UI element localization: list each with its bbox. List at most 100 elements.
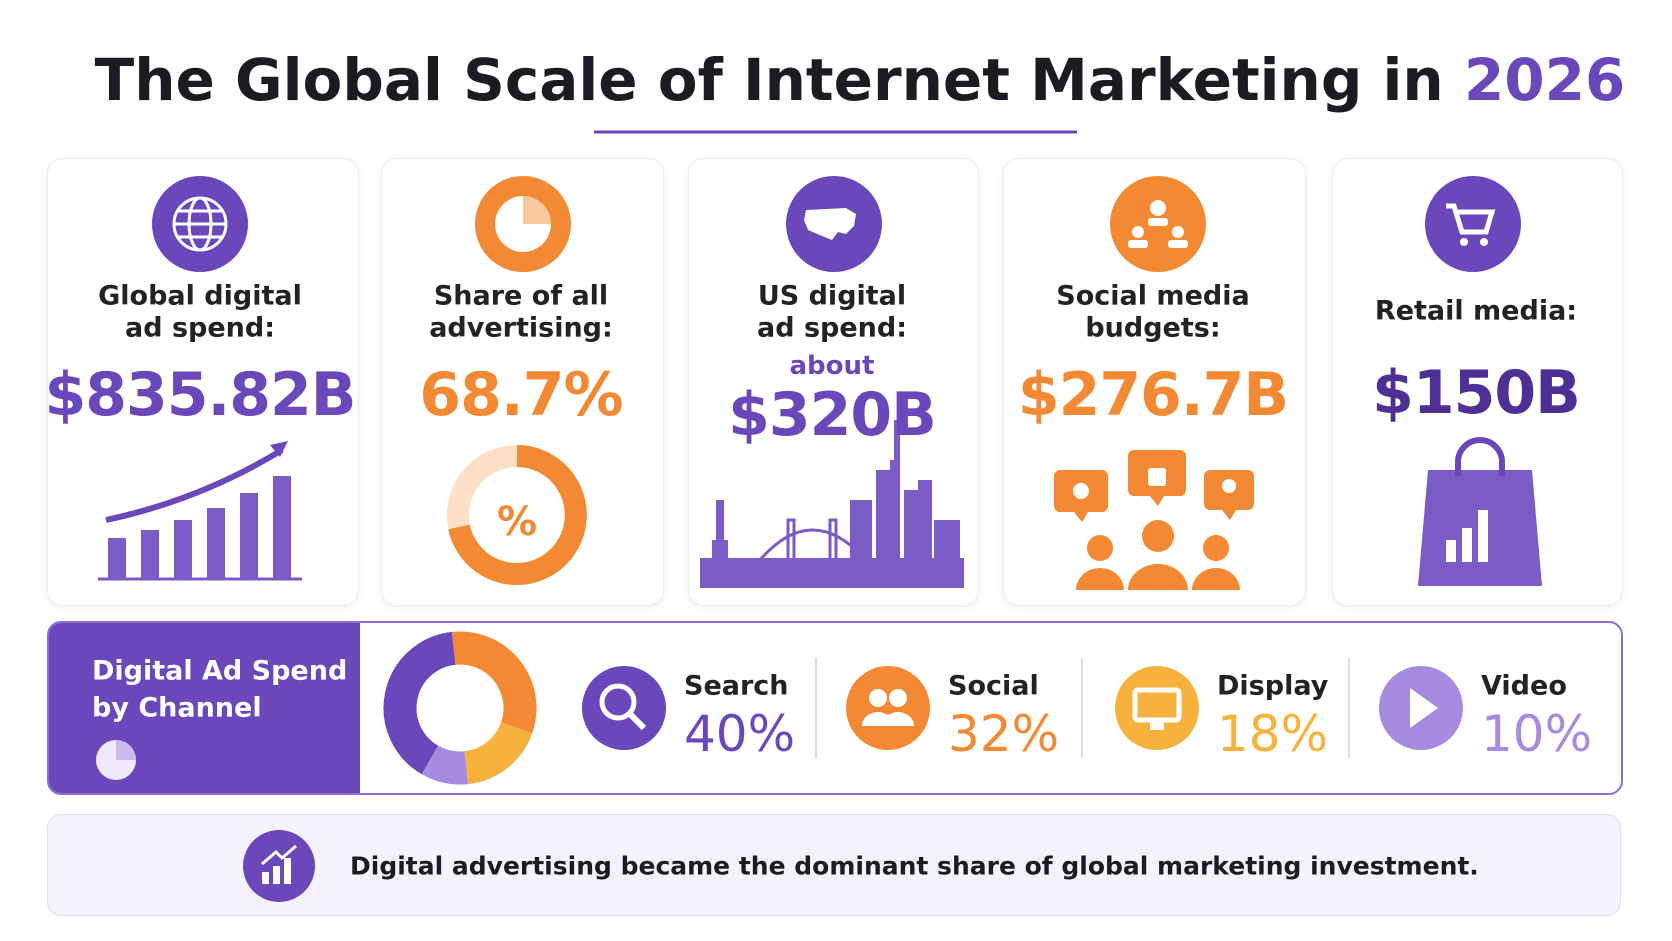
channel-panel — [47, 621, 1623, 795]
card-value: $835.82B — [44, 360, 356, 430]
channel-name: Social — [948, 670, 1039, 702]
icon-shape — [869, 689, 887, 707]
icon-shape — [700, 420, 964, 588]
icon-shape — [1148, 468, 1166, 486]
card-qualifier: about — [789, 351, 875, 381]
card-label: Share of all — [433, 280, 609, 312]
icon-shape — [178, 209, 222, 239]
icon-shape — [270, 441, 288, 457]
card-label: ad spend: — [756, 312, 908, 344]
icon-shape — [862, 689, 914, 726]
icon-shape — [846, 666, 930, 750]
card-label: Global digital — [98, 280, 302, 312]
icon-shape — [116, 740, 136, 760]
donut-segment — [421, 745, 468, 785]
icon-shape — [1142, 520, 1174, 552]
icon-shape — [1192, 568, 1240, 590]
icon-shape — [1074, 512, 1088, 522]
icon-shape — [261, 844, 297, 866]
icon-shape — [1148, 218, 1168, 226]
card-value: $320B — [728, 380, 937, 450]
card-value: 68.7% — [419, 360, 623, 430]
icon-shape — [862, 712, 914, 726]
icon-shape — [1132, 687, 1182, 723]
icon-shape — [1128, 200, 1188, 248]
icon-shape — [599, 683, 637, 721]
card-value: $150B — [1372, 358, 1581, 428]
icon-shape — [1410, 688, 1438, 728]
channel-value: 40% — [684, 705, 796, 763]
icon-shape — [582, 666, 666, 750]
icon-shape — [141, 530, 159, 578]
icon-shape — [918, 480, 932, 560]
title-text: The Global Scale of Internet Marketing i… — [94, 46, 1444, 114]
icon-shape — [174, 520, 192, 578]
icon-shape — [1073, 468, 1236, 499]
channel-name: Display — [1217, 670, 1329, 702]
icon-shape — [448, 445, 587, 585]
icon-shape — [1073, 483, 1089, 499]
icon-shape — [1460, 238, 1468, 246]
channel-title: Digital Ad Spend — [92, 655, 348, 687]
title-year: 2026 — [1463, 46, 1626, 114]
icon-shape — [1480, 238, 1488, 246]
card-label: Retail media: — [1374, 295, 1578, 327]
title: The Global Scale of Internet Marketing i… — [95, 46, 1626, 114]
channel-title: by Channel — [92, 692, 262, 724]
channel-name: Search — [684, 670, 789, 702]
icon-shape — [850, 500, 872, 560]
icon-shape — [383, 631, 537, 785]
card-label: budgets: — [1085, 312, 1221, 344]
icon-shape — [1222, 510, 1236, 520]
icon-shape — [1425, 176, 1521, 272]
icon-shape — [273, 866, 280, 884]
icon-shape — [1128, 564, 1188, 590]
donut-segment — [463, 721, 533, 785]
icon-shape — [804, 208, 856, 240]
icon-shape — [284, 858, 291, 884]
card-value: $276.7B — [1017, 360, 1289, 430]
icon-shape — [1150, 200, 1166, 216]
channel-name: Video — [1481, 670, 1567, 702]
icon-shape — [1168, 240, 1188, 248]
icon-shape — [894, 420, 900, 460]
icon-shape — [1222, 479, 1236, 493]
icon-shape — [1115, 666, 1199, 750]
badge: % — [496, 499, 538, 545]
icon-shape — [1446, 203, 1496, 235]
icon-shape — [108, 476, 291, 578]
channel-value: 10% — [1481, 705, 1593, 763]
icon-shape — [1150, 722, 1164, 730]
icon-shape — [1172, 226, 1184, 238]
icon-shape — [716, 500, 724, 560]
donut-segment — [383, 631, 457, 775]
icon-shape — [1455, 437, 1505, 476]
icon-shape — [240, 493, 258, 578]
icon-shape — [1150, 496, 1164, 506]
icon-shape — [1478, 510, 1488, 562]
card-label: US digital — [757, 280, 907, 312]
icon-shape — [207, 508, 225, 578]
icon-shape — [1446, 510, 1488, 562]
icon-shape — [889, 689, 907, 707]
channel-value: 32% — [948, 705, 1060, 763]
icon-shape — [890, 460, 900, 560]
icon-shape — [105, 447, 284, 523]
card-label: ad spend: — [124, 312, 276, 344]
icon-shape — [108, 538, 126, 578]
icon-shape — [1132, 226, 1144, 238]
icon-shape — [1076, 568, 1124, 590]
icon-shape — [172, 196, 228, 252]
icon-shape — [700, 558, 964, 588]
icon-shape — [1087, 535, 1113, 561]
icon-shape — [1446, 540, 1456, 562]
icon-shape — [1203, 535, 1229, 561]
icon-shape — [934, 520, 960, 560]
card-label: Social media — [1056, 280, 1250, 312]
icon-shape — [627, 711, 647, 731]
icon-shape — [1462, 528, 1472, 562]
icon-shape — [1128, 240, 1148, 248]
donut-segment — [452, 631, 537, 734]
